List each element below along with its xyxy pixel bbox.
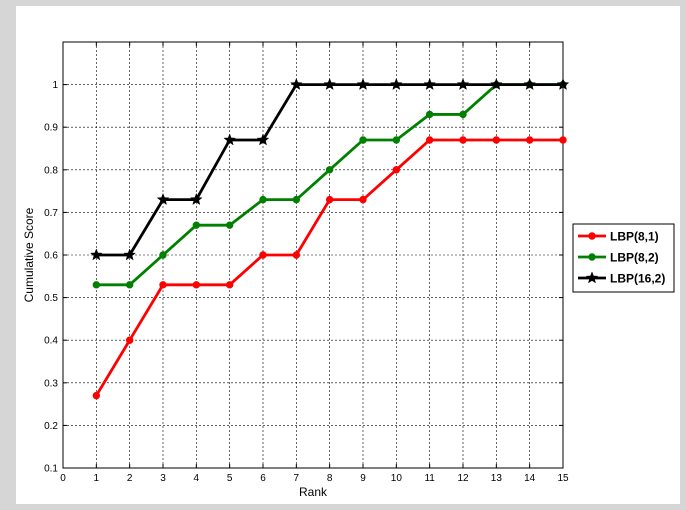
- x-tick-label: 1: [94, 473, 100, 484]
- data-point: [459, 110, 467, 119]
- x-tick-label: 12: [457, 473, 469, 484]
- legend-label: LBP(8,1): [610, 230, 659, 244]
- data-point: [292, 251, 301, 259]
- data-point: [289, 77, 303, 91]
- x-tick-label: 7: [294, 473, 300, 484]
- x-tick-label: 8: [327, 473, 333, 484]
- x-tick-label: 11: [424, 473, 435, 484]
- x-tick-label: 5: [227, 473, 233, 484]
- x-tick-label: 13: [491, 473, 503, 484]
- data-point: [525, 136, 534, 144]
- x-tick-label: 10: [391, 473, 403, 484]
- data-point: [425, 110, 434, 119]
- tick-labels: 0 1 2 3 4 5 6 7 8 9 10 11 12 13 14 150.10.20.30.40.50.6…: [44, 42, 569, 484]
- data-point: [325, 166, 334, 174]
- x-tick-label: 9: [360, 473, 366, 484]
- legend-marker: [588, 253, 596, 261]
- y-tick-label: 0.3: [44, 378, 58, 389]
- x-tick-label: 3: [160, 473, 166, 484]
- data-point: [159, 281, 167, 289]
- y-tick-label: 1: [52, 80, 58, 91]
- data-point: [423, 77, 437, 91]
- data-point: [256, 133, 270, 146]
- x-tick-label: 6: [260, 473, 266, 484]
- data-point: [359, 136, 367, 144]
- legend-label: LBP(8,2): [610, 251, 659, 265]
- data-point: [92, 281, 101, 289]
- y-tick-label: 0.6: [44, 251, 58, 262]
- data-point: [292, 195, 301, 204]
- x-tick-label: 15: [557, 473, 569, 484]
- legend-item: LBP(16,2): [578, 271, 665, 286]
- data-point: [523, 77, 537, 91]
- data-point: [456, 77, 470, 91]
- data-point: [156, 192, 170, 206]
- x-tick-label: 2: [127, 473, 133, 484]
- plot-area: [62, 41, 564, 469]
- data-point: [225, 281, 234, 289]
- data-point: [223, 133, 237, 146]
- data-point: [225, 221, 234, 229]
- y-tick-label: 0.2: [44, 421, 58, 432]
- data-point: [259, 251, 267, 259]
- y-tick-label: 0.9: [44, 123, 58, 134]
- data-point: [325, 195, 334, 204]
- data-point: [123, 248, 137, 261]
- x-tick-label: 0: [60, 473, 66, 484]
- legend-marker: [585, 271, 599, 284]
- data-point: [159, 251, 167, 259]
- y-tick-label: 0.8: [44, 165, 58, 176]
- x-tick-label: 14: [524, 473, 536, 484]
- legend-label: LBP(16,2): [610, 272, 665, 286]
- data-point: [189, 192, 203, 206]
- data-point: [125, 281, 134, 289]
- legend-marker: [588, 232, 596, 240]
- series-layer: [89, 77, 570, 400]
- data-point: [556, 77, 570, 91]
- y-tick-label: 0.7: [44, 208, 58, 219]
- data-point: [92, 391, 101, 400]
- data-point: [559, 136, 567, 144]
- data-point: [392, 166, 401, 174]
- series-3: [89, 77, 570, 261]
- data-point: [359, 195, 367, 204]
- data-point: [459, 136, 467, 144]
- data-point: [392, 136, 401, 144]
- x-tick-label: 4: [194, 473, 200, 484]
- data-point: [323, 77, 337, 91]
- data-point: [425, 136, 434, 144]
- legend: LBP(8,1) LBP(8,2) LBP(16,2): [572, 223, 675, 293]
- data-point: [89, 248, 103, 261]
- y-tick-label: 0.1: [44, 464, 58, 475]
- data-point: [192, 281, 201, 289]
- data-point: [389, 77, 403, 91]
- y-tick-label: 0.5: [44, 293, 58, 304]
- series-1: [92, 136, 567, 400]
- data-point: [356, 77, 370, 91]
- data-point: [259, 195, 267, 204]
- legend-item: LBP(8,2): [578, 251, 659, 265]
- legend-item: LBP(8,1): [578, 230, 659, 244]
- x-axis-label: Rank: [299, 485, 328, 499]
- y-tick-label: 0.4: [44, 336, 58, 347]
- data-point: [192, 221, 201, 229]
- y-axis-label: Cumulative Score: [22, 207, 36, 302]
- data-point: [489, 77, 503, 91]
- data-point: [492, 136, 501, 144]
- data-point: [125, 336, 134, 344]
